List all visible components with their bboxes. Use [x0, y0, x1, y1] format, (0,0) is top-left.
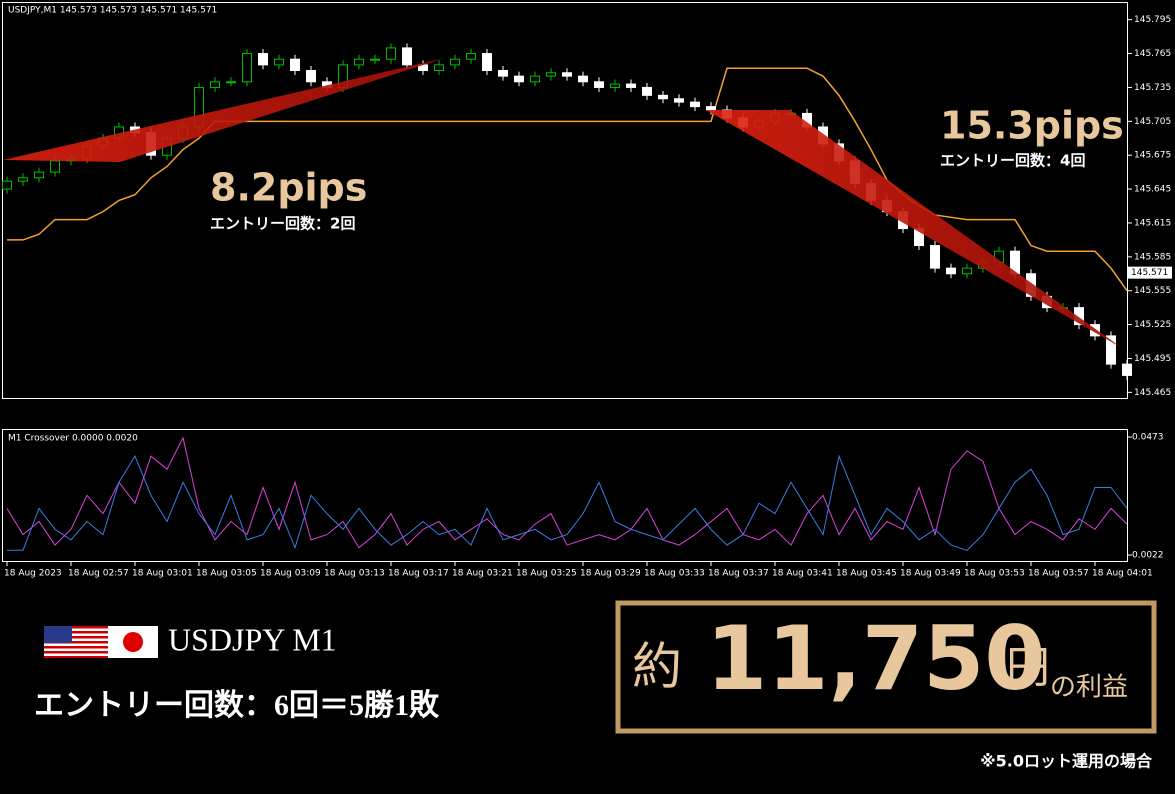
pips-label: 8.2pips: [210, 166, 367, 210]
candle-body: [546, 72, 556, 77]
pair-label: USDJPY M1: [168, 621, 337, 657]
candle-body: [610, 83, 620, 88]
x-tick-label: 18 Aug 03:01: [132, 569, 193, 579]
candle-body: [1122, 363, 1132, 376]
candle-body: [18, 177, 28, 182]
y-tick-label: 0.0473: [1132, 433, 1164, 443]
x-tick-label: 18 Aug 03:13: [324, 569, 385, 579]
profit-prefix: 約: [632, 638, 682, 696]
pips-label: 15.3pips: [940, 104, 1124, 148]
indicator-title: M1 Crossover 0.0000 0.0020: [8, 434, 138, 444]
jp-flag: [108, 626, 158, 658]
x-tick-label: 18 Aug 03:21: [452, 569, 513, 579]
y-tick-label: 145.705: [1134, 117, 1171, 127]
x-tick-label: 18 Aug 02:57: [68, 569, 129, 579]
candle-body: [402, 47, 412, 66]
candle-body: [290, 58, 300, 72]
candle-body: [450, 58, 460, 66]
entry-count: エントリー回数：2回: [210, 215, 355, 233]
indicator-line: [6, 436, 1128, 549]
x-tick-label: 18 Aug 03:57: [1028, 569, 1089, 579]
candle-body: [514, 75, 524, 83]
x-tick-label: 18 Aug 03:53: [964, 569, 1025, 579]
candle-body: [626, 83, 636, 88]
x-tick-label: 18 Aug 03:49: [900, 569, 961, 579]
candle-body: [1106, 335, 1116, 365]
stop-line: [7, 67, 1128, 292]
candle-body: [578, 75, 588, 83]
trade-wedge: [706, 110, 1122, 348]
x-tick-label: 18 Aug 03:41: [772, 569, 833, 579]
chart-header: USDJPY,M1 145.573 145.573 145.571 145.57…: [8, 6, 217, 16]
candle-body: [306, 70, 316, 83]
y-tick-label: 0.0022: [1132, 551, 1164, 561]
price-pane: [2, 2, 1128, 399]
candle-body: [370, 58, 380, 61]
candle-body: [210, 81, 220, 88]
candle-body: [962, 267, 972, 275]
candle-body: [946, 267, 956, 275]
x-tick-label: 18 Aug 03:17: [388, 569, 449, 579]
candle-body: [482, 53, 492, 71]
x-tick-label: 18 Aug 03:37: [708, 569, 769, 579]
candle-body: [530, 75, 540, 83]
profit-amount: 11,750: [706, 607, 1046, 710]
candle-body: [242, 53, 252, 83]
candle-body: [258, 53, 268, 66]
candle-body: [2, 180, 12, 190]
y-tick-label: 145.555: [1134, 286, 1171, 296]
indicator-pane: [2, 429, 1128, 562]
candle-body: [34, 171, 44, 179]
profit-unit: 円: [1006, 642, 1050, 693]
candle-body: [386, 47, 396, 60]
y-tick-label: 145.465: [1134, 388, 1171, 398]
us-flag: [44, 626, 108, 658]
candle-body: [642, 86, 652, 96]
candle-body: [674, 98, 684, 103]
y-tick-label: 145.675: [1134, 151, 1171, 161]
price-box-label: 145.571: [1131, 268, 1168, 278]
candle-body: [226, 81, 236, 84]
y-tick-label: 145.765: [1134, 49, 1171, 59]
candle-body: [706, 106, 716, 111]
candle-body: [690, 101, 700, 108]
candle-body: [274, 58, 284, 66]
candle-body: [466, 53, 476, 60]
y-tick-label: 145.795: [1134, 15, 1171, 25]
y-tick-label: 145.495: [1134, 354, 1171, 364]
trade-wedge: [3, 58, 445, 162]
profit-box: [615, 600, 1157, 734]
candle-body: [658, 94, 668, 100]
x-tick-label: 18 Aug 2023: [4, 569, 62, 579]
x-tick-label: 18 Aug 03:45: [836, 569, 897, 579]
candle-body: [50, 160, 60, 173]
price-box: [1128, 266, 1172, 279]
y-tick-label: 145.585: [1134, 252, 1171, 262]
x-tick-label: 18 Aug 03:25: [516, 569, 577, 579]
y-tick-label: 145.525: [1134, 320, 1171, 330]
x-tick-label: 18 Aug 03:33: [644, 569, 705, 579]
entry-count: エントリー回数：4回: [940, 152, 1085, 170]
indicator-line: [7, 454, 1128, 551]
candle-body: [562, 72, 572, 77]
y-tick-label: 145.645: [1134, 185, 1171, 195]
lot-note: ※5.0ロット運用の場合: [980, 752, 1153, 771]
x-tick-label: 18 Aug 03:09: [260, 569, 321, 579]
y-tick-label: 145.735: [1134, 83, 1171, 93]
candle-body: [354, 58, 364, 66]
x-tick-label: 18 Aug 03:05: [196, 569, 257, 579]
entries-summary: エントリー回数：6回＝5勝1敗: [34, 689, 440, 722]
terminal: [0, 0, 1175, 590]
candle-body: [434, 64, 444, 71]
x-tick-label: 18 Aug 03:29: [580, 569, 641, 579]
profit-suffix: の利益: [1050, 673, 1128, 703]
x-tick-label: 18 Aug 04:01: [1092, 569, 1153, 579]
candle-body: [930, 245, 940, 269]
y-tick-label: 145.615: [1134, 218, 1171, 228]
candle-body: [594, 81, 604, 88]
candle-body: [498, 70, 508, 77]
